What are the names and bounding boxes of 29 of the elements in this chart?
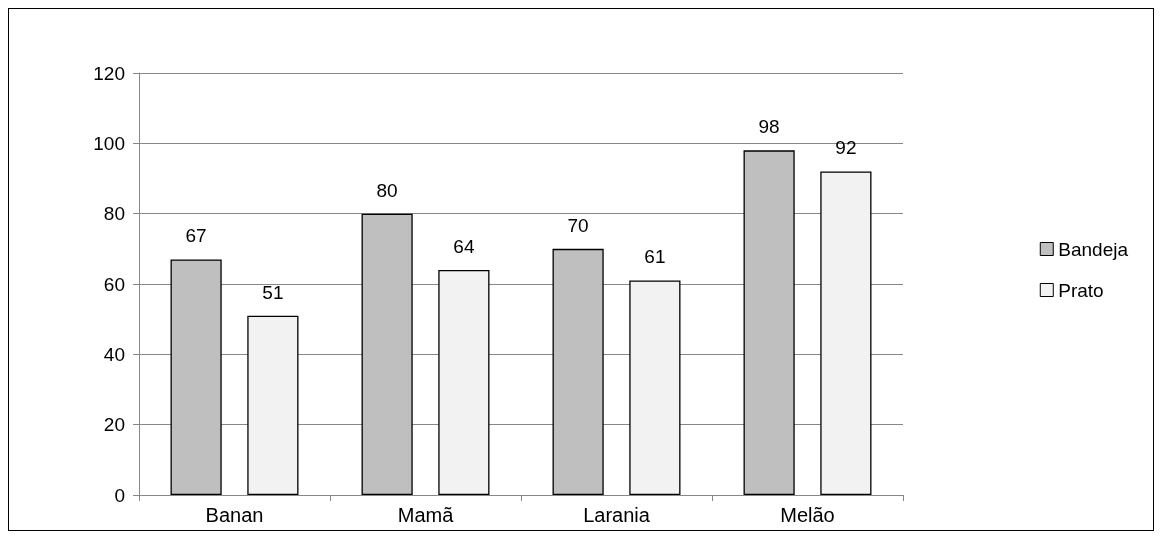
legend-label: Bandeja [1058,238,1129,260]
y-tick-label: 60 [103,273,125,295]
bar [247,315,299,495]
y-tick-label: 40 [103,343,125,365]
y-tick-label: 0 [114,484,125,506]
x-tick-label: Mamã [397,504,455,526]
bar [361,213,413,495]
y-tick-label: 20 [103,414,125,436]
data-label: 80 [376,179,398,201]
data-label: 51 [262,281,284,303]
data-label: 70 [567,214,589,236]
data-label: 64 [453,235,475,257]
legend-label: Prato [1058,279,1104,301]
y-tick-label: 100 [93,132,125,154]
x-tick-label: Melão [780,504,835,526]
x-tick-label: Larania [583,504,651,526]
data-label: 67 [185,225,207,247]
data-label: 98 [758,116,780,138]
x-tick-label: Banan [205,504,264,526]
y-tick-label: 80 [103,203,125,225]
bar [552,248,604,495]
bar [170,259,222,495]
bar [438,269,490,495]
bar [820,171,872,495]
data-label: 61 [644,246,666,268]
bar [629,280,681,495]
y-tick-label: 120 [93,62,125,84]
bar [743,150,795,495]
data-label: 92 [835,137,857,159]
